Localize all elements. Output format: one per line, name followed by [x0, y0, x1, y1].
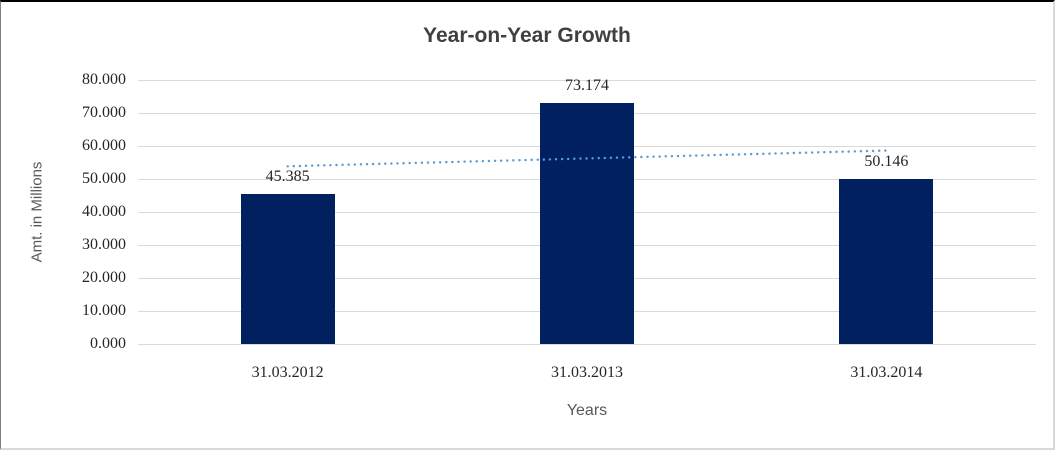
y-tick-label: 20.000 — [82, 269, 126, 286]
y-tick-label: 70.000 — [82, 104, 126, 121]
x-category-label: 31.03.2013 — [550, 364, 623, 381]
chart-title: Year-on-Year Growth — [423, 24, 631, 47]
bar-data-label: 45.385 — [265, 168, 310, 186]
trendline — [286, 149, 888, 168]
gridline — [138, 344, 1036, 345]
bar — [540, 102, 634, 344]
y-tick-label: 60.000 — [82, 137, 126, 154]
bar-data-label: 50.146 — [864, 152, 909, 170]
y-tick-label: 80.000 — [82, 71, 126, 88]
y-tick-label: 30.000 — [82, 236, 126, 253]
bar — [240, 194, 335, 344]
x-axis-title: Years — [566, 402, 608, 419]
y-tick-label: 50.000 — [82, 170, 126, 187]
x-category-label: 31.03.2014 — [850, 364, 923, 381]
y-tick-label: 0.000 — [90, 335, 126, 352]
y-tick-label: 40.000 — [82, 203, 126, 220]
bar — [839, 178, 934, 344]
trendline-path — [286, 149, 888, 168]
bar-data-label: 73.174 — [565, 76, 609, 94]
x-category-label: 31.03.2012 — [251, 364, 324, 381]
y-tick-label: 10.000 — [82, 302, 126, 319]
gridline — [138, 80, 1036, 81]
